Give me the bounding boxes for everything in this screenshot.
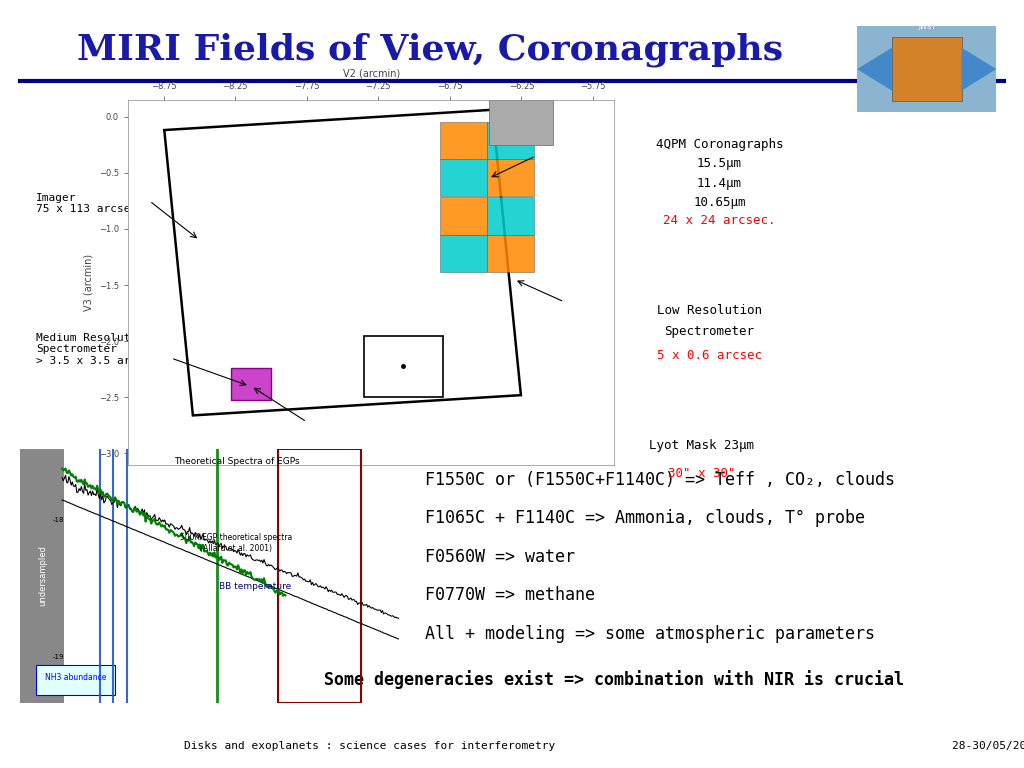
Text: F1550C or (F1550C+F1140C) => Teff , CO₂, clouds: F1550C or (F1550C+F1140C) => Teff , CO₂,… bbox=[425, 471, 895, 489]
Bar bbox=[487, 234, 535, 272]
Bar bbox=[36, 664, 115, 695]
Bar bbox=[231, 368, 271, 399]
Text: JWST: JWST bbox=[918, 24, 936, 30]
Y-axis label: V3 (arcmin): V3 (arcmin) bbox=[83, 253, 93, 311]
Bar bbox=[487, 159, 535, 197]
Text: BB temperature: BB temperature bbox=[219, 581, 292, 591]
Text: F1065C + F1140C => Ammonia, clouds, T° probe: F1065C + F1140C => Ammonia, clouds, T° p… bbox=[425, 509, 865, 528]
Text: Low Resolution: Low Resolution bbox=[656, 304, 762, 317]
X-axis label: V2 (arcmin): V2 (arcmin) bbox=[343, 68, 399, 78]
Text: 5 x 0.6 arcsec: 5 x 0.6 arcsec bbox=[656, 349, 762, 362]
Text: Disks and exoplanets : science cases for interferometry: Disks and exoplanets : science cases for… bbox=[184, 741, 556, 752]
Text: 11.4μm: 11.4μm bbox=[697, 177, 741, 190]
Text: Lyot Mask 23μm: Lyot Mask 23μm bbox=[649, 439, 754, 452]
Text: Theoretical Spectra of EGPs: Theoretical Spectra of EGPs bbox=[174, 457, 299, 466]
Text: F0770W => methane: F0770W => methane bbox=[425, 586, 595, 604]
Bar bbox=[857, 26, 996, 112]
Text: -18: -18 bbox=[52, 517, 65, 523]
Text: Imager
75 x 113 arcsec: Imager 75 x 113 arcsec bbox=[36, 193, 137, 214]
Bar bbox=[488, 0, 553, 144]
Text: Spectrometer: Spectrometer bbox=[665, 325, 754, 338]
Text: undersampled: undersampled bbox=[38, 545, 47, 607]
Bar bbox=[440, 234, 487, 272]
Bar bbox=[365, 336, 442, 397]
Text: 4QPM Coronagraphs: 4QPM Coronagraphs bbox=[655, 137, 783, 151]
Bar bbox=[440, 159, 487, 197]
Bar bbox=[892, 37, 962, 101]
Text: All + modeling => some atmospheric parameters: All + modeling => some atmospheric param… bbox=[425, 624, 874, 643]
Text: 15.5μm: 15.5μm bbox=[697, 157, 741, 170]
Text: NH3 abundance: NH3 abundance bbox=[45, 673, 106, 682]
Bar bbox=[440, 197, 487, 234]
Text: 30" x 30": 30" x 30" bbox=[668, 467, 735, 480]
Bar bbox=[20, 449, 65, 703]
Polygon shape bbox=[857, 48, 892, 91]
Text: MIRI Fields of View, Coronagraphs: MIRI Fields of View, Coronagraphs bbox=[77, 33, 783, 67]
Text: Medium Resolution
Spectrometer
> 3.5 x 3.5 arcsec: Medium Resolution Spectrometer > 3.5 x 3… bbox=[36, 333, 158, 366]
Text: Some degeneracies exist => combination with NIR is crucial: Some degeneracies exist => combination w… bbox=[325, 670, 904, 689]
Text: -19: -19 bbox=[52, 654, 65, 660]
Bar bbox=[279, 449, 361, 703]
Bar bbox=[487, 122, 535, 159]
Polygon shape bbox=[962, 48, 996, 91]
Text: F0560W => water: F0560W => water bbox=[425, 548, 574, 566]
Text: 10.65μm: 10.65μm bbox=[693, 197, 745, 210]
Text: 28-30/05/2010 Kiel: 28-30/05/2010 Kiel bbox=[952, 741, 1024, 752]
Text: 24 x 24 arcsec.: 24 x 24 arcsec. bbox=[664, 214, 775, 227]
Bar bbox=[487, 197, 535, 234]
Bar bbox=[440, 122, 487, 159]
Text: 500K EGP theoretical spectra
(Allard et al. 2001): 500K EGP theoretical spectra (Allard et … bbox=[180, 533, 293, 553]
